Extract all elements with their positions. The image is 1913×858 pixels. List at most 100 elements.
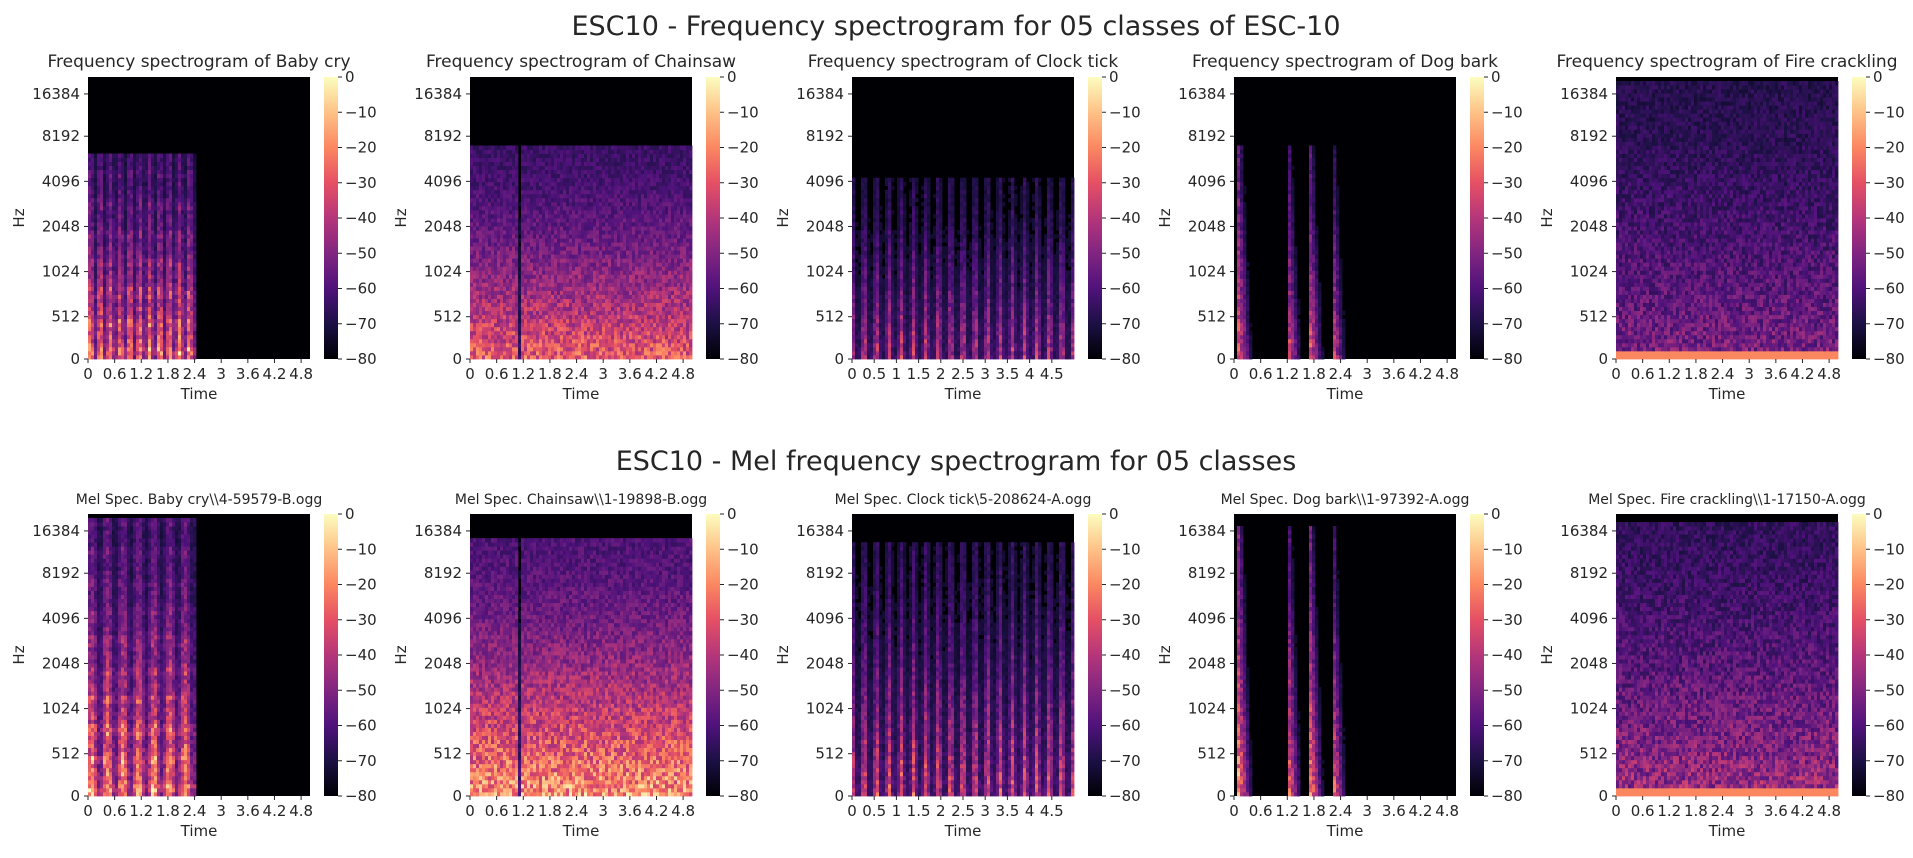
heatmap-cell <box>193 234 197 239</box>
heatmap-cell <box>160 330 164 336</box>
heatmap-cell <box>482 201 486 207</box>
heatmap-cell <box>623 238 627 243</box>
heatmap-cell <box>503 262 507 267</box>
heatmap-cell <box>118 250 122 255</box>
heatmap-cell <box>100 342 104 348</box>
heatmap-cell <box>127 213 131 219</box>
heatmap-cell <box>187 153 191 158</box>
heatmap-cell <box>473 234 477 239</box>
heatmap-cell <box>641 294 645 299</box>
heatmap-cell <box>581 242 585 247</box>
heatmap-cell <box>566 250 570 255</box>
heatmap-cell <box>106 222 110 227</box>
heatmap-cell <box>626 262 630 267</box>
heatmap-cell <box>130 201 134 207</box>
heatmap-cell <box>109 342 113 348</box>
heatmap-cell <box>596 149 600 154</box>
heatmap-cell <box>566 181 570 187</box>
heatmap-cell <box>635 350 639 356</box>
heatmap-cell <box>539 326 543 332</box>
heatmap-cell <box>491 262 495 267</box>
heatmap-cell <box>638 238 642 243</box>
heatmap-cell <box>190 294 194 299</box>
heatmap-cell <box>178 193 182 199</box>
heatmap-cell <box>638 177 642 183</box>
heatmap-cell <box>524 326 528 332</box>
heatmap-cell <box>509 318 513 324</box>
heatmap-cell <box>91 205 95 211</box>
heatmap-cell <box>578 306 582 312</box>
heatmap-cell <box>530 169 534 175</box>
heatmap-cell <box>148 270 152 275</box>
heatmap-cell <box>563 238 567 243</box>
heatmap-cell <box>473 226 477 231</box>
heatmap-cell <box>590 201 594 207</box>
heatmap-cell <box>638 209 642 215</box>
heatmap-cell <box>506 306 510 312</box>
heatmap-cell <box>193 201 197 207</box>
heatmap-cell <box>644 270 648 275</box>
heatmap-cell <box>479 318 483 324</box>
heatmap-cell <box>142 346 146 352</box>
heatmap-cell <box>187 350 191 356</box>
heatmap-cell <box>485 258 489 263</box>
heatmap-cell <box>566 342 570 348</box>
heatmap-cell <box>605 250 609 255</box>
heatmap-cell <box>644 222 648 227</box>
heatmap-cell <box>151 270 155 275</box>
heatmap-cell <box>154 189 158 195</box>
heatmap-cell <box>548 326 552 332</box>
heatmap-cell <box>482 318 486 324</box>
heatmap-cell <box>121 234 125 239</box>
heatmap-cell <box>563 298 567 303</box>
heatmap-cell <box>635 205 639 211</box>
heatmap-cell <box>635 286 639 291</box>
heatmap-cell <box>109 290 113 295</box>
heatmap-cell <box>593 278 597 283</box>
heatmap-cell <box>127 238 131 243</box>
heatmap-cell <box>560 238 564 243</box>
heatmap-cell <box>94 153 98 158</box>
heatmap-cell <box>142 266 146 271</box>
heatmap-cell <box>578 185 582 191</box>
heatmap-cell <box>482 181 486 187</box>
heatmap-cell <box>554 290 558 295</box>
heatmap-cell <box>566 262 570 267</box>
heatmap-cell <box>578 318 582 324</box>
heatmap-cell <box>617 238 621 243</box>
heatmap-cell <box>632 230 636 235</box>
heatmap-cell <box>539 282 543 287</box>
heatmap-cell <box>166 218 170 223</box>
heatmap-cell <box>554 286 558 291</box>
heatmap-cell <box>139 165 143 171</box>
heatmap-cell <box>181 181 185 187</box>
y-tick-label: 512 <box>51 308 80 326</box>
heatmap-cell <box>491 173 495 179</box>
heatmap-cell <box>512 145 516 150</box>
heatmap-cell <box>587 222 591 227</box>
heatmap-cell <box>181 338 185 344</box>
heatmap-cell <box>103 322 107 328</box>
heatmap-cell <box>569 165 573 171</box>
heatmap-cell <box>536 298 540 303</box>
heatmap-cell <box>109 173 113 179</box>
heatmap-cell <box>506 234 510 239</box>
heatmap-cell <box>115 350 119 356</box>
heatmap-cell <box>127 354 131 360</box>
heatmap-cell <box>566 246 570 251</box>
heatmap-cell <box>473 282 477 287</box>
heatmap-cell <box>644 306 648 312</box>
heatmap-cell <box>497 242 501 247</box>
heatmap-cell <box>563 278 567 283</box>
heatmap-cell <box>142 250 146 255</box>
heatmap-cell <box>94 226 98 231</box>
heatmap-cell <box>635 282 639 287</box>
heatmap-cell <box>599 282 603 287</box>
heatmap-cell <box>527 177 531 183</box>
heatmap-cell <box>524 306 528 312</box>
heatmap-cell <box>109 294 113 299</box>
heatmap-cell <box>635 354 639 360</box>
heatmap-cell <box>109 193 113 199</box>
heatmap-cell <box>539 169 543 175</box>
heatmap-cell <box>608 338 612 344</box>
